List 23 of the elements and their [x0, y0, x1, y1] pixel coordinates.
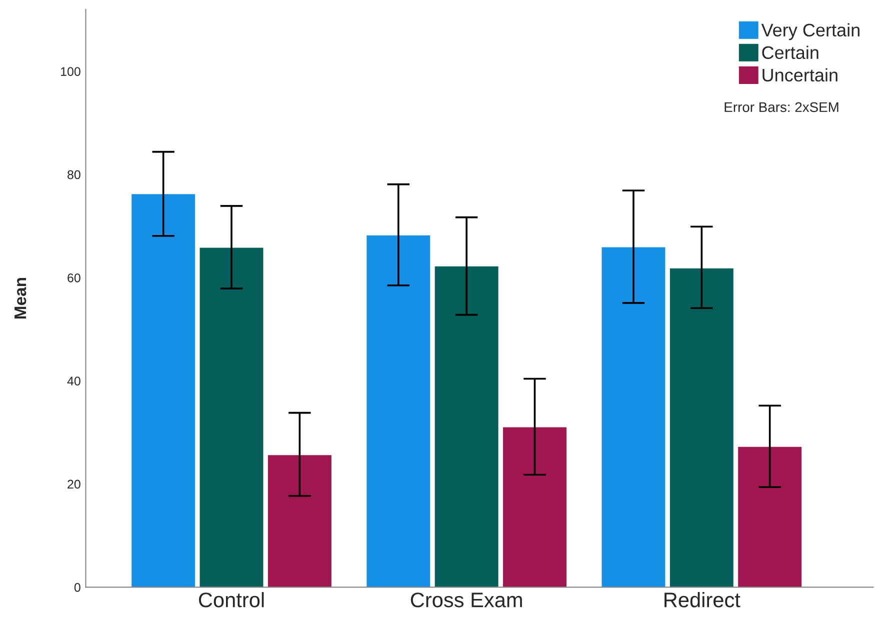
bar	[132, 194, 196, 588]
annotation: Error Bars: 2xSEM	[724, 102, 838, 112]
y-tick-label: 80	[68, 170, 80, 180]
y-tick-label: 40	[67, 376, 80, 386]
y-tick-label: 60	[68, 273, 80, 282]
y-tick-label: 20	[68, 480, 80, 489]
y-tick-label: 0	[74, 582, 80, 592]
bar	[738, 446, 802, 588]
bar	[434, 266, 498, 588]
y-tick-label: 100	[60, 67, 80, 76]
legend-label: Very Certain	[761, 23, 860, 40]
x-tick-label: Redirect	[664, 592, 740, 608]
legend-label: Certain	[762, 46, 818, 60]
bar	[670, 268, 734, 588]
legend-label: Uncertain	[762, 68, 838, 82]
x-tick-label: Cross Exam	[410, 592, 522, 608]
bar	[200, 248, 264, 588]
bar	[268, 455, 332, 588]
y-axis-title: Mean	[14, 278, 26, 318]
x-tick-label: Control	[198, 592, 264, 608]
bar	[366, 235, 430, 588]
bar	[503, 427, 566, 588]
bar	[602, 247, 666, 588]
